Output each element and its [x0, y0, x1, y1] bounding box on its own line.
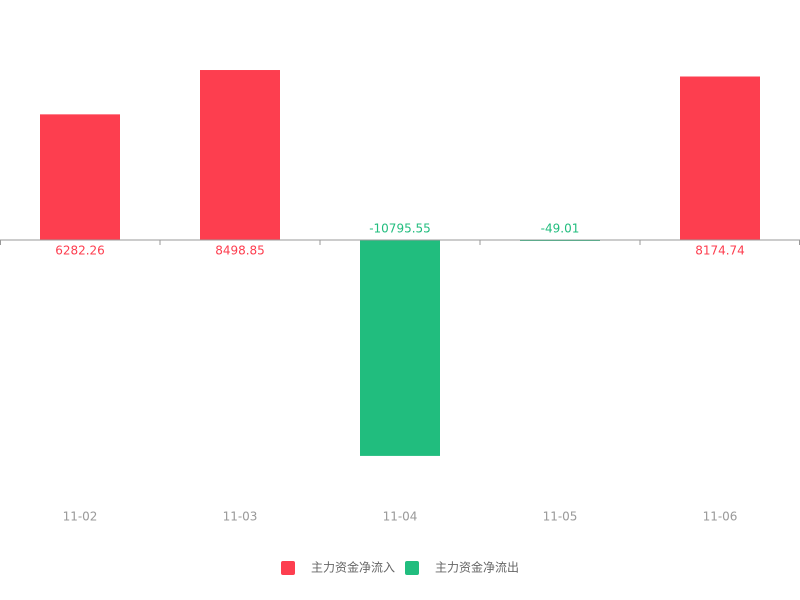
bar [40, 114, 120, 240]
value-label: -10795.55 [369, 222, 431, 236]
x-tick-label: 11-02 [63, 510, 98, 524]
value-label: -49.01 [541, 222, 580, 236]
x-tick-label: 11-06 [703, 510, 738, 524]
x-tick-label: 11-03 [223, 510, 258, 524]
bar [680, 76, 760, 240]
bar [200, 70, 280, 240]
legend-swatch [405, 561, 419, 575]
value-label: 8174.74 [695, 244, 745, 258]
value-label: 6282.26 [55, 244, 105, 258]
legend-label: 主力资金净流出 [435, 560, 519, 575]
bar [360, 240, 440, 456]
legend-label: 主力资金净流入 [311, 560, 395, 575]
x-tick-label: 11-05 [543, 510, 578, 524]
legend-swatch [281, 561, 295, 575]
x-tick-label: 11-04 [383, 510, 418, 524]
value-label: 8498.85 [215, 244, 265, 258]
